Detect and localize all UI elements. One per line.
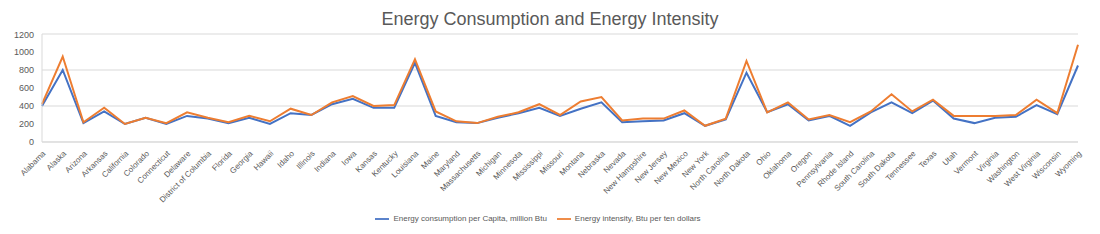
svg-text:Tennessee: Tennessee bbox=[884, 149, 918, 183]
svg-text:Florida: Florida bbox=[210, 149, 234, 173]
svg-text:New Jersey: New Jersey bbox=[633, 149, 669, 185]
svg-text:Montana: Montana bbox=[557, 149, 587, 178]
html-text:Energy consumption per Capita,: Energy consumption per Capita, million B… bbox=[393, 214, 547, 224]
svg-text:Michigan: Michigan bbox=[474, 149, 504, 179]
svg-text:Ohio: Ohio bbox=[754, 149, 773, 168]
svg-text:South Carolina: South Carolina bbox=[832, 149, 877, 193]
svg-text:California: California bbox=[100, 149, 131, 180]
svg-text:Arkansas: Arkansas bbox=[79, 149, 110, 179]
svg-text:New Hampshire: New Hampshire bbox=[601, 149, 649, 196]
svg-text:Virginia: Virginia bbox=[975, 149, 1001, 175]
svg-text:Arizona: Arizona bbox=[63, 149, 89, 175]
svg-text:Alabama: Alabama bbox=[19, 149, 48, 178]
svg-text:Georgia: Georgia bbox=[228, 149, 255, 176]
html-text:Energy intensity, Btu per ten: Energy intensity, Btu per ten dollars bbox=[574, 214, 701, 224]
svg-text:West Virginia: West Virginia bbox=[1002, 149, 1042, 189]
svg-text:Oregon: Oregon bbox=[788, 149, 815, 175]
svg-text:Delaware: Delaware bbox=[162, 149, 193, 180]
svg-text:Idaho: Idaho bbox=[276, 149, 297, 170]
svg-text:District of Columbia: District of Columbia bbox=[158, 149, 214, 205]
svg-text:Mississippi: Mississippi bbox=[511, 149, 545, 183]
svg-text:Maryland: Maryland bbox=[432, 149, 462, 179]
svg-text:Oklahoma: Oklahoma bbox=[761, 149, 794, 182]
svg-text:0: 0 bbox=[29, 137, 34, 147]
svg-text:Minnesota: Minnesota bbox=[491, 149, 524, 182]
svg-text:Massachusetts: Massachusetts bbox=[438, 149, 483, 194]
svg-text:Washington: Washington bbox=[985, 149, 1022, 186]
svg-text:Texas: Texas bbox=[917, 149, 938, 170]
svg-text:400: 400 bbox=[19, 101, 34, 111]
svg-text:Wisconsin: Wisconsin bbox=[1030, 149, 1063, 182]
svg-text:New Mexico: New Mexico bbox=[652, 149, 690, 187]
svg-text:New York: New York bbox=[680, 149, 711, 180]
svg-text:North Carolina: North Carolina bbox=[688, 149, 732, 192]
svg-text:Connecticut: Connecticut bbox=[136, 149, 173, 186]
svg-text:1200: 1200 bbox=[14, 30, 34, 40]
svg-text:Vermont: Vermont bbox=[952, 149, 980, 177]
svg-text:800: 800 bbox=[19, 65, 34, 75]
svg-text:Iowa: Iowa bbox=[339, 149, 359, 168]
svg-text:Indiana: Indiana bbox=[313, 149, 338, 174]
svg-text:Kansas: Kansas bbox=[353, 149, 379, 175]
html-text:Energy Consumption and Energy: Energy Consumption and Energy Intensity bbox=[381, 9, 719, 29]
svg-text:Hawaii: Hawaii bbox=[252, 149, 275, 172]
svg-text:Maine: Maine bbox=[419, 149, 442, 171]
svg-text:1000: 1000 bbox=[14, 47, 34, 57]
svg-text:Nebraska: Nebraska bbox=[576, 149, 607, 180]
svg-text:Colorado: Colorado bbox=[121, 149, 151, 179]
svg-text:Kentucky: Kentucky bbox=[370, 149, 400, 179]
svg-text:North Dakota: North Dakota bbox=[712, 149, 752, 189]
svg-text:Utah: Utah bbox=[941, 149, 959, 167]
svg-text:Wyoming: Wyoming bbox=[1054, 149, 1084, 179]
svg-text:600: 600 bbox=[19, 83, 34, 93]
svg-text:Louisiana: Louisiana bbox=[390, 149, 421, 180]
svg-text:200: 200 bbox=[19, 119, 34, 129]
svg-text:Rhode Island: Rhode Island bbox=[815, 149, 856, 189]
svg-text:Alaska: Alaska bbox=[44, 149, 69, 173]
svg-text:Missouri: Missouri bbox=[538, 149, 566, 177]
svg-text:Pennsylvania: Pennsylvania bbox=[794, 149, 835, 190]
svg-text:Illinois: Illinois bbox=[294, 149, 317, 172]
svg-text:Nevada: Nevada bbox=[601, 149, 628, 175]
svg-text:South Dakota: South Dakota bbox=[856, 149, 897, 190]
